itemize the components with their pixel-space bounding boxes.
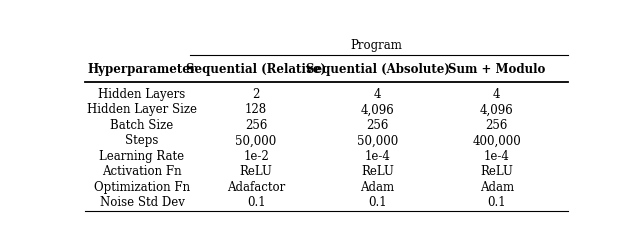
- Text: 4,096: 4,096: [361, 103, 394, 116]
- Text: Sequential (Relative): Sequential (Relative): [186, 62, 326, 75]
- Text: Optimization Fn: Optimization Fn: [94, 181, 190, 194]
- Text: 0.1: 0.1: [247, 196, 266, 209]
- Text: 50,000: 50,000: [357, 135, 398, 147]
- Text: ReLU: ReLU: [361, 165, 394, 178]
- Text: 1e-4: 1e-4: [484, 150, 509, 163]
- Text: 4: 4: [493, 88, 500, 101]
- Text: 256: 256: [245, 119, 268, 132]
- Text: ReLU: ReLU: [239, 165, 273, 178]
- Text: 256: 256: [486, 119, 508, 132]
- Text: 50,000: 50,000: [236, 135, 276, 147]
- Text: Hidden Layers: Hidden Layers: [99, 88, 186, 101]
- Text: Steps: Steps: [125, 135, 159, 147]
- Text: 400,000: 400,000: [472, 135, 521, 147]
- Text: Noise Std Dev: Noise Std Dev: [100, 196, 184, 209]
- Text: 0.1: 0.1: [368, 196, 387, 209]
- Text: 256: 256: [367, 119, 388, 132]
- Text: Adam: Adam: [360, 181, 395, 194]
- Text: ReLU: ReLU: [480, 165, 513, 178]
- Text: Hyperparameter: Hyperparameter: [88, 62, 196, 75]
- Text: 1e-2: 1e-2: [243, 150, 269, 163]
- Text: Learning Rate: Learning Rate: [99, 150, 184, 163]
- Text: Adam: Adam: [479, 181, 514, 194]
- Text: Sum + Modulo: Sum + Modulo: [448, 62, 545, 75]
- Text: 0.1: 0.1: [487, 196, 506, 209]
- Text: 128: 128: [245, 103, 267, 116]
- Text: Sequential (Absolute): Sequential (Absolute): [306, 62, 449, 75]
- Text: 2: 2: [252, 88, 260, 101]
- Text: Activation Fn: Activation Fn: [102, 165, 182, 178]
- Text: Batch Size: Batch Size: [110, 119, 173, 132]
- Text: Hidden Layer Size: Hidden Layer Size: [87, 103, 197, 116]
- Text: 4: 4: [374, 88, 381, 101]
- Text: 1e-4: 1e-4: [365, 150, 390, 163]
- Text: 4,096: 4,096: [480, 103, 513, 116]
- Text: Program: Program: [351, 39, 403, 52]
- Text: Adafactor: Adafactor: [227, 181, 285, 194]
